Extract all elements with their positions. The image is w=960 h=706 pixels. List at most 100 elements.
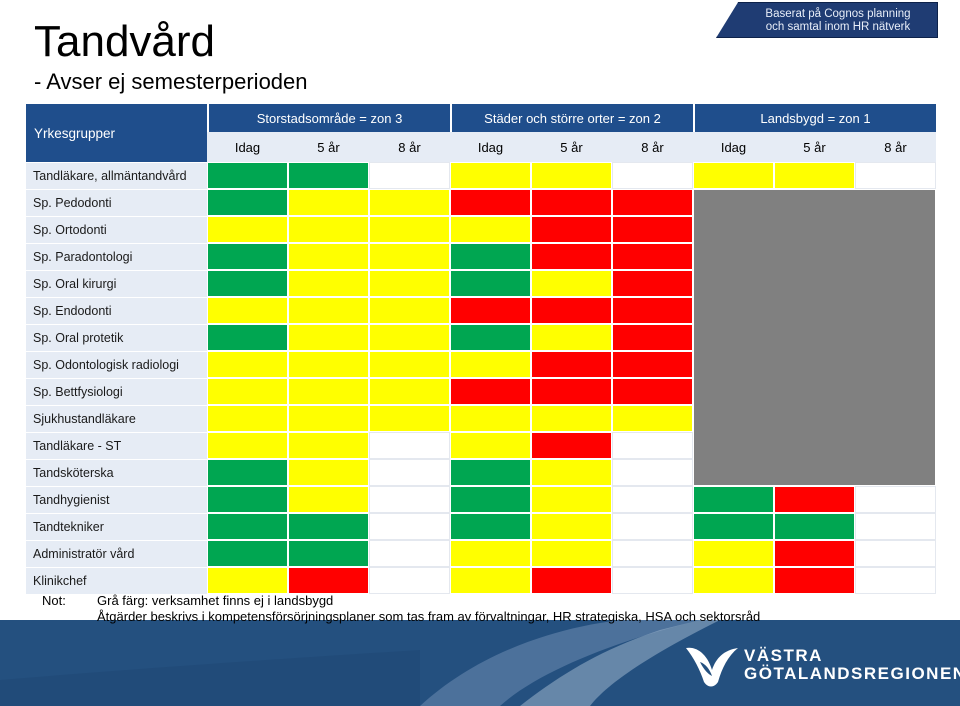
- row-label: Sp. Endodonti: [26, 297, 207, 324]
- corner-header: Yrkesgrupper: [26, 104, 207, 162]
- row-label: Sp. Odontologisk radiologi: [26, 351, 207, 378]
- footer-band: [0, 620, 960, 706]
- status-cell-green: [288, 540, 369, 567]
- status-cell-green: [207, 486, 288, 513]
- row-label: Tandläkare - ST: [26, 432, 207, 459]
- status-cell-yellow: [693, 162, 774, 189]
- period-header: 8 år: [855, 132, 936, 162]
- status-cell-yellow: [207, 432, 288, 459]
- status-cell-white: [612, 162, 693, 189]
- period-header: 8 år: [612, 132, 693, 162]
- status-cell-white: [612, 567, 693, 594]
- period-header: 8 år: [369, 132, 450, 162]
- status-cell-green: [450, 324, 531, 351]
- status-cell-white: [612, 540, 693, 567]
- footer-wave-graphic: [0, 620, 960, 706]
- row-label: Sp. Oral protetik: [26, 324, 207, 351]
- status-cell-yellow: [369, 270, 450, 297]
- status-cell-red: [531, 432, 612, 459]
- row-label: Sjukhustandläkare: [26, 405, 207, 432]
- status-cell-grey-block: [693, 189, 936, 486]
- period-header: 5 år: [288, 132, 369, 162]
- notes-label: Not:: [42, 593, 66, 608]
- status-cell-yellow: [207, 297, 288, 324]
- status-cell-red: [531, 216, 612, 243]
- status-cell-yellow: [288, 486, 369, 513]
- region-logo: [684, 636, 944, 696]
- status-cell-yellow: [207, 216, 288, 243]
- period-header: Idag: [207, 132, 288, 162]
- zone-header: Landsbygd = zon 1: [693, 104, 936, 132]
- swan-icon: [686, 647, 738, 687]
- row-label: Sp. Bettfysiologi: [26, 378, 207, 405]
- status-cell-red: [612, 270, 693, 297]
- status-cell-yellow: [369, 243, 450, 270]
- status-cell-red: [612, 189, 693, 216]
- status-cell-red: [450, 189, 531, 216]
- status-cell-red: [531, 189, 612, 216]
- status-cell-yellow: [288, 189, 369, 216]
- status-cell-yellow: [450, 162, 531, 189]
- status-cell-green: [207, 540, 288, 567]
- status-cell-yellow: [531, 405, 612, 432]
- status-cell-yellow: [207, 567, 288, 594]
- status-cell-yellow: [612, 405, 693, 432]
- status-cell-green: [450, 486, 531, 513]
- status-cell-white: [612, 486, 693, 513]
- status-cell-red: [774, 540, 855, 567]
- row-label: Tandtekniker: [26, 513, 207, 540]
- status-cell-yellow: [531, 486, 612, 513]
- status-cell-yellow: [369, 216, 450, 243]
- status-cell-white: [612, 513, 693, 540]
- status-cell-red: [612, 351, 693, 378]
- status-cell-red: [531, 351, 612, 378]
- status-cell-yellow: [369, 324, 450, 351]
- status-cell-yellow: [531, 270, 612, 297]
- status-cell-yellow: [531, 324, 612, 351]
- status-cell-white: [855, 540, 936, 567]
- status-cell-white: [369, 540, 450, 567]
- status-cell-yellow: [450, 567, 531, 594]
- row-label: Tandsköterska: [26, 459, 207, 486]
- status-cell-yellow: [288, 405, 369, 432]
- status-cell-green: [207, 270, 288, 297]
- status-cell-red: [774, 486, 855, 513]
- status-cell-red: [531, 243, 612, 270]
- status-cell-yellow: [288, 216, 369, 243]
- status-cell-green: [450, 270, 531, 297]
- status-cell-red: [612, 243, 693, 270]
- status-cell-yellow: [531, 540, 612, 567]
- status-cell-yellow: [288, 297, 369, 324]
- status-cell-green: [693, 513, 774, 540]
- status-cell-green: [450, 459, 531, 486]
- status-cell-white: [855, 486, 936, 513]
- period-header: Idag: [450, 132, 531, 162]
- status-cell-white: [855, 567, 936, 594]
- status-cell-green: [693, 486, 774, 513]
- row-label: Sp. Ortodonti: [26, 216, 207, 243]
- status-cell-yellow: [369, 189, 450, 216]
- notes-line2: Åtgärder beskrivs i kompetensförsörjning…: [97, 609, 761, 624]
- status-cell-green: [207, 243, 288, 270]
- status-cell-red: [612, 216, 693, 243]
- status-cell-green: [450, 513, 531, 540]
- status-cell-white: [612, 459, 693, 486]
- status-cell-yellow: [288, 378, 369, 405]
- status-cell-green: [207, 162, 288, 189]
- status-cell-white: [612, 432, 693, 459]
- row-label: Sp. Pedodonti: [26, 189, 207, 216]
- status-cell-yellow: [288, 351, 369, 378]
- status-cell-white: [369, 567, 450, 594]
- row-label: Tandhygienist: [26, 486, 207, 513]
- status-cell-yellow: [288, 459, 369, 486]
- source-note-line2: och samtal inom HR nätverk: [765, 21, 911, 33]
- status-cell-yellow: [450, 216, 531, 243]
- status-cell-yellow: [693, 540, 774, 567]
- page-subtitle: - Avser ej semesterperioden: [34, 69, 308, 94]
- status-cell-green: [207, 513, 288, 540]
- row-label: Klinikchef: [26, 567, 207, 594]
- status-cell-yellow: [693, 567, 774, 594]
- status-cell-yellow: [450, 405, 531, 432]
- status-cell-yellow: [531, 162, 612, 189]
- status-cell-white: [369, 459, 450, 486]
